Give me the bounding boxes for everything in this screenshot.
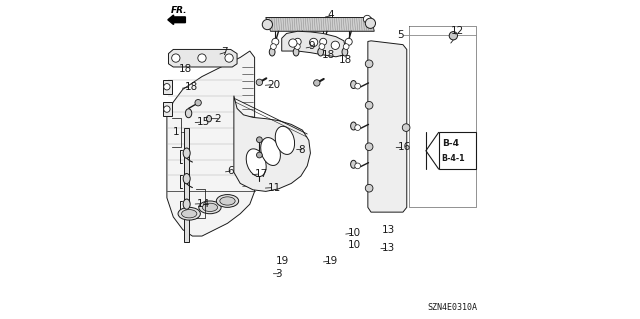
Text: 8: 8 — [298, 145, 305, 155]
Polygon shape — [266, 18, 374, 31]
Polygon shape — [282, 31, 346, 57]
Circle shape — [365, 60, 373, 68]
Circle shape — [195, 100, 202, 106]
Polygon shape — [184, 128, 189, 242]
Polygon shape — [368, 41, 407, 212]
Circle shape — [198, 54, 206, 62]
Circle shape — [172, 54, 180, 62]
Text: 9: 9 — [308, 41, 314, 51]
Circle shape — [225, 54, 233, 62]
Text: 18: 18 — [179, 63, 192, 74]
Text: 14: 14 — [197, 198, 211, 209]
Text: 1: 1 — [173, 127, 180, 137]
Circle shape — [365, 18, 376, 28]
Ellipse shape — [351, 160, 356, 168]
Text: 6: 6 — [227, 166, 234, 176]
Circle shape — [365, 143, 373, 151]
Text: 19: 19 — [276, 256, 289, 266]
Circle shape — [310, 38, 318, 47]
Circle shape — [343, 44, 349, 49]
Circle shape — [256, 79, 262, 85]
Bar — [256, 175, 262, 181]
Text: 10: 10 — [348, 240, 361, 250]
Text: SZN4E0310A: SZN4E0310A — [427, 303, 477, 312]
Circle shape — [355, 125, 360, 130]
Text: 18: 18 — [184, 82, 198, 92]
Circle shape — [449, 32, 458, 40]
Polygon shape — [234, 96, 310, 191]
Bar — [438, 132, 476, 169]
Text: B-4-1: B-4-1 — [441, 153, 465, 163]
Ellipse shape — [199, 201, 221, 214]
Ellipse shape — [220, 197, 235, 205]
Circle shape — [271, 44, 276, 49]
Circle shape — [345, 38, 352, 45]
FancyArrow shape — [168, 15, 186, 25]
Circle shape — [319, 44, 324, 49]
Text: 18: 18 — [321, 50, 335, 60]
Text: 18: 18 — [339, 55, 353, 65]
Text: 10: 10 — [348, 228, 361, 238]
Text: 3: 3 — [275, 269, 282, 279]
Ellipse shape — [183, 174, 190, 184]
Circle shape — [355, 163, 360, 169]
Ellipse shape — [293, 48, 299, 56]
Circle shape — [289, 39, 297, 47]
Circle shape — [365, 184, 373, 192]
Text: 4: 4 — [327, 10, 333, 20]
Circle shape — [364, 15, 371, 23]
Ellipse shape — [246, 149, 266, 176]
Text: 13: 13 — [382, 243, 396, 253]
Ellipse shape — [182, 210, 197, 218]
Text: 11: 11 — [268, 182, 280, 193]
Ellipse shape — [186, 109, 192, 118]
Ellipse shape — [216, 195, 239, 207]
Text: 20: 20 — [268, 79, 280, 90]
Circle shape — [164, 84, 170, 90]
Ellipse shape — [178, 207, 200, 220]
Ellipse shape — [275, 126, 294, 154]
Circle shape — [164, 106, 170, 112]
Circle shape — [257, 137, 262, 143]
Text: FR.: FR. — [171, 6, 188, 15]
Text: 2: 2 — [214, 114, 221, 124]
Ellipse shape — [207, 115, 212, 122]
Text: 12: 12 — [451, 26, 464, 36]
Text: 19: 19 — [324, 256, 338, 266]
Circle shape — [262, 19, 273, 30]
Circle shape — [294, 44, 300, 49]
Ellipse shape — [318, 48, 323, 56]
Circle shape — [331, 41, 339, 49]
Text: 15: 15 — [197, 117, 211, 127]
Circle shape — [257, 152, 262, 158]
Text: 16: 16 — [398, 142, 412, 152]
Ellipse shape — [351, 81, 356, 89]
Ellipse shape — [260, 137, 280, 166]
Text: B-4: B-4 — [442, 139, 460, 148]
Ellipse shape — [183, 148, 190, 158]
Circle shape — [314, 80, 320, 86]
Bar — [256, 160, 262, 166]
Circle shape — [320, 38, 326, 45]
Polygon shape — [163, 102, 172, 116]
Text: 5: 5 — [397, 30, 404, 40]
Ellipse shape — [342, 48, 348, 56]
Ellipse shape — [202, 203, 218, 211]
Text: 7: 7 — [221, 47, 228, 57]
Circle shape — [294, 38, 301, 45]
Circle shape — [365, 101, 373, 109]
Ellipse shape — [351, 122, 356, 130]
Text: 13: 13 — [382, 225, 396, 235]
Ellipse shape — [269, 48, 275, 56]
Text: 17: 17 — [255, 169, 268, 179]
Polygon shape — [163, 80, 172, 94]
Polygon shape — [167, 51, 255, 236]
Circle shape — [272, 38, 279, 45]
Circle shape — [355, 83, 360, 89]
Circle shape — [403, 124, 410, 131]
Ellipse shape — [183, 199, 190, 209]
Polygon shape — [168, 49, 237, 67]
